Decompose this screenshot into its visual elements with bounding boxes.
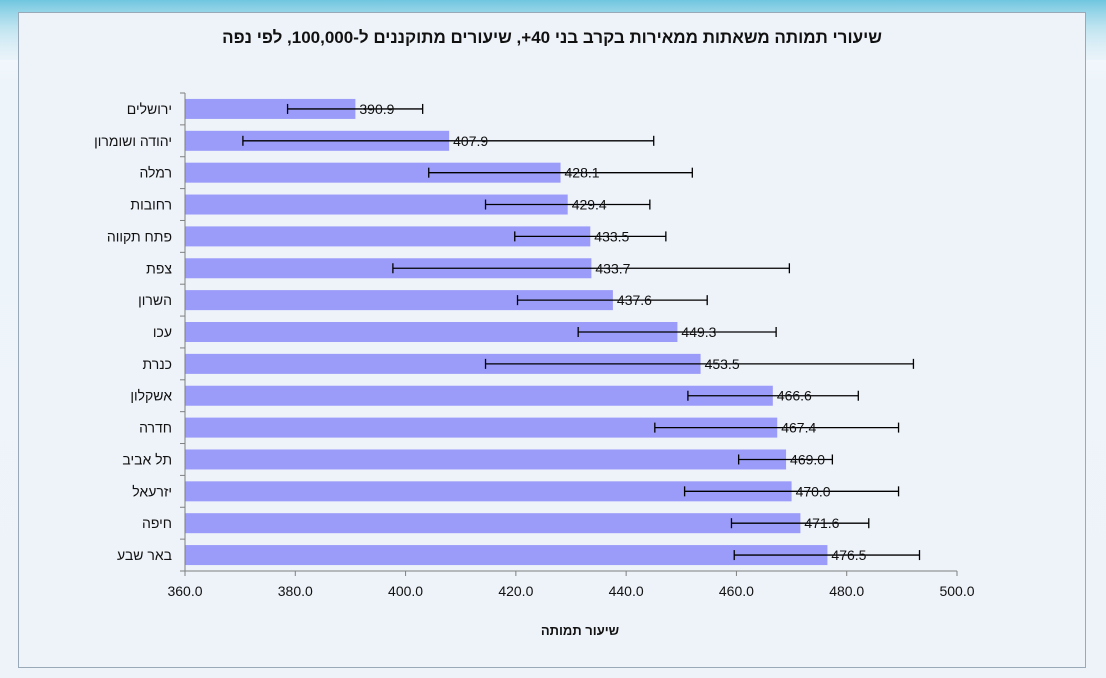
data-label: 390.9: [359, 101, 394, 117]
chart-title: שיעורי תמותה משאתות ממאירות בקרב בני 40+…: [222, 28, 882, 47]
data-label: 407.9: [453, 133, 488, 149]
category-label: פתח תקווה: [107, 228, 172, 244]
data-label: 429.4: [572, 197, 607, 213]
category-label: תל אביב: [122, 451, 172, 467]
bars-group: [185, 98, 828, 566]
category-label: חדרה: [139, 420, 172, 436]
data-label: 469.0: [790, 451, 825, 467]
data-label: 470.0: [796, 483, 831, 499]
data-label: 476.5: [831, 547, 866, 563]
category-label: השרון: [138, 292, 172, 308]
data-label: 433.7: [595, 260, 630, 276]
x-axis: 360.0 380.0 400.0 420.0 440.0 460.0 480.0 500.0: [167, 92, 975, 599]
value-labels-group: 390.9 407.9 428.1 429.4 433.5 433.7 437.6 449.3…: [359, 101, 866, 563]
data-label: 466.6: [777, 388, 812, 404]
x-tick-label: 460.0: [719, 583, 754, 599]
category-label: יהודה ושומרון: [94, 133, 172, 149]
x-tick-label: 380.0: [278, 583, 313, 599]
category-label: צפת: [146, 260, 172, 276]
data-label: 449.3: [681, 324, 716, 340]
category-label: עכו: [153, 324, 172, 340]
x-tick-label: 500.0: [939, 583, 974, 599]
category-label: רמלה: [139, 165, 172, 181]
category-label: חיפה: [142, 515, 172, 531]
data-label: 453.5: [705, 356, 740, 372]
data-label: 471.6: [804, 515, 839, 531]
bar: [185, 385, 773, 406]
bar: [185, 98, 356, 119]
x-axis-title: שיעור תמותה: [540, 623, 620, 638]
category-labels-group: ירושלים יהודה ושומרון רמלה רחובות פתח תקווה צ…: [94, 101, 172, 563]
bar: [185, 417, 778, 438]
data-label: 428.1: [565, 165, 600, 181]
bar: [185, 290, 613, 311]
x-tick-label: 360.0: [167, 583, 202, 599]
data-label: 437.6: [617, 292, 652, 308]
category-label: רחובות: [130, 197, 172, 213]
bar: [185, 481, 792, 502]
x-tick-label: 440.0: [609, 583, 644, 599]
bar: [185, 258, 592, 279]
bar: [185, 226, 591, 247]
x-tick-label: 400.0: [388, 583, 423, 599]
bar: [185, 353, 701, 374]
x-tick-label: 420.0: [498, 583, 533, 599]
bar: [185, 322, 678, 342]
category-label: ירושלים: [127, 101, 172, 117]
category-label: אשקלון: [130, 388, 172, 404]
bar: [185, 194, 568, 215]
bar: [185, 162, 561, 183]
category-label: כנרת: [142, 356, 172, 372]
category-label: יזרעאל: [132, 483, 172, 499]
category-label: באר שבע: [117, 547, 172, 563]
error-bars-group: [242, 103, 921, 561]
bar: [185, 513, 801, 534]
bar: [185, 449, 787, 470]
bar: [185, 545, 828, 566]
data-label: 467.4: [781, 420, 816, 436]
data-label: 433.5: [594, 228, 629, 244]
x-tick-label: 480.0: [829, 583, 864, 599]
